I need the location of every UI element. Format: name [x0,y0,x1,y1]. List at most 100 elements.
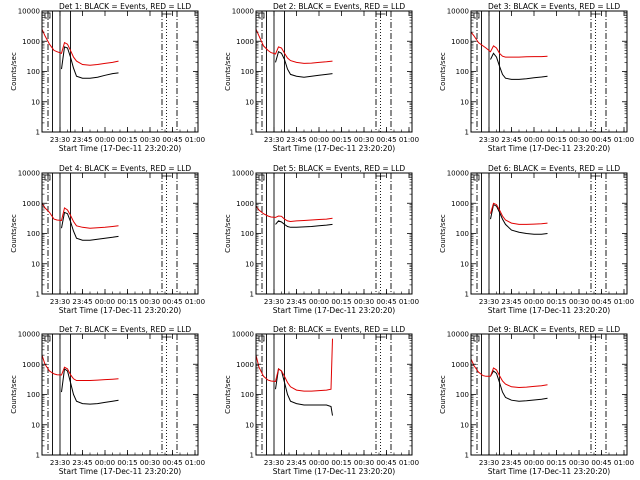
x-axis-label: Start Time (17-Dec-11 23:20:20) [488,144,610,153]
y-tick-label: 10000 [447,170,469,178]
x-tick-label: 00:45 [162,459,182,467]
x-tick-label: 00:00 [309,459,329,467]
x-tick-label: 01:00 [614,459,634,467]
y-tick-label: 100 [27,391,40,399]
x-axis-label: Start Time (17-Dec-11 23:20:20) [59,144,181,153]
x-tick-label: 23:45 [286,459,306,467]
corner-marker-icon [258,335,265,342]
panel-det-3: Det 3: BLACK = Events, RED = LLD 1 10 100 10… [439,2,634,153]
plot-frame [470,10,628,133]
x-tick-label: 00:45 [591,298,611,306]
y-tick-label: 100 [27,68,40,76]
x-tick-label: 00:45 [376,136,396,144]
series-lld-line [255,28,333,64]
y-tick-label: 10000 [18,331,40,339]
x-tick-label: 00:30 [140,298,160,306]
corner-marker-icon [590,12,601,17]
plot-frame [255,10,413,133]
y-tick-label: 10 [460,421,469,429]
y-tick-label: 1000 [451,361,469,369]
panel-det-8: Det 8: BLACK = Events, RED = LLD 1 10 100 10… [224,325,419,476]
x-tick-label: 00:15 [546,136,566,144]
x-tick-label: 00:15 [331,298,351,306]
corner-marker-icon [473,335,480,342]
x-axis-label: Start Time (17-Dec-11 23:20:20) [273,467,395,476]
y-axis-label: Counts/sec [224,214,232,253]
x-tick-label: 23:30 [264,459,284,467]
x-tick-label: 00:45 [376,459,396,467]
plot-frame [255,172,413,295]
x-tick-label: 23:45 [286,136,306,144]
panel-title: Det 3: BLACK = Events, RED = LLD [488,2,620,11]
y-tick-label: 10000 [232,8,254,16]
y-tick-label: 1000 [22,38,40,46]
y-tick-label: 10 [31,260,40,268]
panel-title: Det 6: BLACK = Events, RED = LLD [488,164,620,173]
y-tick-label: 10000 [18,170,40,178]
corner-marker-icon [590,174,601,179]
corner-marker-icon [161,335,172,340]
x-tick-label: 23:30 [50,136,70,144]
y-tick-label: 100 [241,68,254,76]
series-lld-line [41,203,119,229]
panel-det-4: Det 4: BLACK = Events, RED = LLD 1 10 100 10… [10,164,205,315]
x-tick-label: 00:00 [95,459,115,467]
panel-title: Det 9: BLACK = Events, RED = LLD [488,325,620,334]
y-tick-label: 1 [250,452,254,460]
x-tick-label: 01:00 [399,459,419,467]
corner-marker-icon [258,174,265,181]
y-tick-label: 100 [241,230,254,238]
x-tick-label: 01:00 [614,298,634,306]
corner-marker-icon [44,335,51,342]
x-tick-label: 01:00 [614,136,634,144]
y-tick-label: 1 [36,452,40,460]
x-tick-label: 00:30 [569,459,589,467]
y-tick-label: 10 [31,421,40,429]
corner-marker-icon [44,12,51,19]
x-tick-label: 23:45 [72,298,92,306]
x-tick-label: 00:00 [309,298,329,306]
x-axis-label: Start Time (17-Dec-11 23:20:20) [59,306,181,315]
panel-det-5: Det 5: BLACK = Events, RED = LLD 1 10 100 10… [224,164,419,315]
series-events-line [490,52,548,80]
x-axis-label: Start Time (17-Dec-11 23:20:20) [273,306,395,315]
x-tick-label: 01:00 [399,136,419,144]
y-tick-label: 10000 [447,8,469,16]
x-tick-label: 00:45 [591,459,611,467]
y-axis-label: Counts/sec [224,52,232,91]
corner-marker-icon [161,174,172,179]
x-tick-label: 23:45 [72,136,92,144]
y-tick-label: 1000 [236,361,254,369]
y-tick-label: 100 [27,230,40,238]
x-tick-label: 23:45 [501,298,521,306]
x-tick-label: 00:00 [524,459,544,467]
y-tick-label: 1 [250,129,254,137]
y-tick-label: 1000 [236,38,254,46]
x-tick-label: 23:30 [479,136,499,144]
x-tick-label: 01:00 [185,459,205,467]
x-tick-label: 00:15 [117,136,137,144]
y-tick-label: 1 [36,129,40,137]
x-tick-label: 00:15 [331,459,351,467]
y-tick-label: 100 [241,391,254,399]
x-tick-label: 23:30 [479,298,499,306]
y-tick-label: 10 [245,98,254,106]
y-axis-label: Counts/sec [439,375,447,414]
corner-marker-icon [375,174,386,179]
series-lld-line [490,202,548,225]
x-tick-label: 01:00 [399,298,419,306]
series-events-line [61,46,119,79]
series-events-line [490,203,548,235]
corner-marker-icon [590,335,601,340]
x-tick-label: 00:45 [162,136,182,144]
y-tick-label: 1 [465,452,469,460]
panel-det-9: Det 9: BLACK = Events, RED = LLD 1 10 100 10… [439,325,634,476]
plot-frame [41,333,199,456]
panel-det-6: Det 6: BLACK = Events, RED = LLD 1 10 100 10… [439,164,634,315]
x-tick-label: 00:00 [95,136,115,144]
x-tick-label: 23:30 [50,459,70,467]
y-tick-label: 1 [250,291,254,299]
panel-title: Det 7: BLACK = Events, RED = LLD [59,325,191,334]
y-tick-label: 100 [456,68,469,76]
x-tick-label: 00:45 [162,298,182,306]
